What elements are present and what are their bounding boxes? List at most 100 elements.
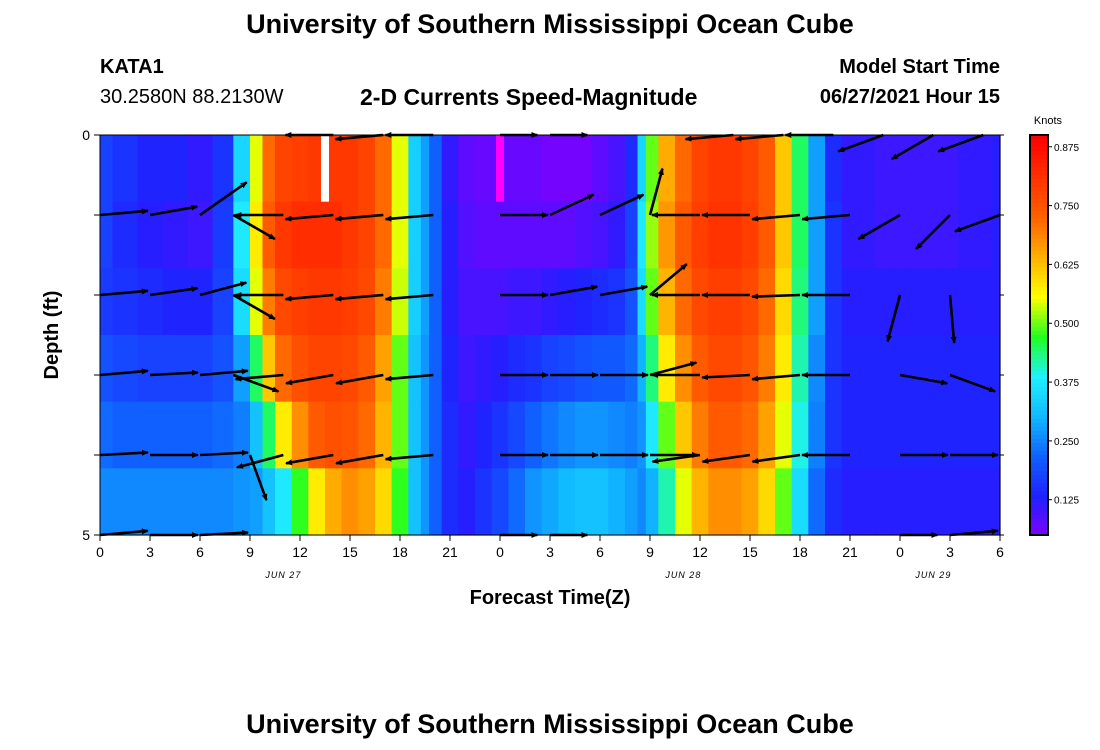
heatmap-cell [808, 135, 826, 203]
colorbar-segment [1030, 459, 1048, 464]
heatmap-cell [325, 201, 343, 269]
current-vector-arrow [648, 167, 664, 216]
heatmap-cell [575, 268, 593, 336]
colorbar-segment [1030, 471, 1048, 476]
heatmap-cell [525, 135, 543, 203]
colorbar-segment [1030, 411, 1048, 416]
heatmap-cell [925, 268, 943, 336]
colorbar-tick-label: 0.375 [1054, 378, 1079, 389]
x-tick-label: 9 [646, 544, 654, 560]
heatmap-cell [708, 135, 726, 203]
colorbar-segment [1030, 191, 1048, 196]
heatmap-cell [637, 401, 647, 469]
heatmap-cell [137, 335, 164, 403]
heatmap-cell [187, 135, 214, 203]
heatmap-cell [250, 135, 264, 203]
current-vector-arrow [599, 284, 649, 297]
current-vector-arrow [99, 288, 149, 297]
heatmap-cell [808, 335, 826, 403]
heatmap-cell [358, 401, 376, 469]
heatmap-cell [591, 135, 609, 203]
colorbar-segment [1030, 379, 1048, 384]
heatmap-cell [908, 468, 926, 536]
heatmap-cell [525, 401, 543, 469]
heatmap-cell [791, 401, 809, 469]
heatmap-cell [420, 268, 430, 336]
heatmap-cell [591, 401, 609, 469]
colorbar-segment [1030, 211, 1048, 216]
colorbar-segment [1030, 443, 1048, 448]
colorbar-tick-label: 0.625 [1054, 260, 1079, 271]
heatmap-cell [658, 468, 676, 536]
heatmap-cell [262, 401, 276, 469]
heatmap-cell [308, 268, 326, 336]
heatmap-cell [458, 268, 476, 336]
heatmap-cell [308, 335, 326, 403]
heatmap-cell [429, 135, 443, 203]
heatmap-cell [758, 468, 776, 536]
heatmap-cell [875, 335, 893, 403]
heatmap-cell [941, 401, 959, 469]
heatmap-cell [858, 401, 876, 469]
heatmap-cell [408, 401, 422, 469]
current-vector-arrow [937, 133, 984, 153]
current-vector-arrow [890, 133, 934, 161]
heatmap-cell [975, 135, 993, 203]
heatmap-cell [391, 201, 409, 269]
heatmap-cell [925, 335, 943, 403]
heatmap-cell [975, 401, 993, 469]
heatmap-cell [625, 201, 639, 269]
current-vector-arrow [857, 213, 901, 241]
colorbar-segment [1030, 419, 1048, 424]
heatmap-cell [958, 135, 976, 203]
colorbar-segment [1030, 503, 1048, 508]
current-vector-arrow [599, 193, 645, 217]
heatmap-cell [791, 201, 809, 269]
current-vector-arrow [285, 453, 334, 466]
colorbar-tick-label: 0.750 [1054, 202, 1079, 213]
heatmap-cell [325, 468, 343, 536]
heatmap-cell [250, 201, 264, 269]
heatmap-cell [975, 468, 993, 536]
colorbar-segment [1030, 523, 1048, 528]
heatmap-cell [708, 268, 726, 336]
model-start-label: Model Start Time [839, 56, 1000, 78]
heatmap-cell [525, 201, 543, 269]
heatmap-cell [491, 201, 509, 269]
heatmap-cell [691, 201, 709, 269]
heatmap-cell [391, 401, 409, 469]
heatmap-cell [875, 201, 893, 269]
heatmap-cell [475, 335, 493, 403]
colorbar-segment [1030, 451, 1048, 456]
heatmap-cell [645, 135, 659, 203]
colorbar-segment [1030, 387, 1048, 392]
heatmap-cell [375, 201, 393, 269]
colorbar-segment [1030, 355, 1048, 360]
colorbar-segment [1030, 275, 1048, 280]
heatmap-cell [591, 201, 609, 269]
heatmap-cell [825, 335, 843, 403]
current-vector-arrow [949, 528, 999, 537]
heatmap-cell [508, 401, 526, 469]
heatmap-cell [358, 468, 376, 536]
heatmap-cell [991, 201, 1001, 269]
heatmap-cell [625, 335, 639, 403]
colorbar-segment [1030, 203, 1048, 208]
heatmap-cell [775, 268, 793, 336]
colorbar-segment [1030, 251, 1048, 256]
heatmap-cell [250, 468, 264, 536]
colorbar-segment [1030, 331, 1048, 336]
heatmap-cell [508, 201, 526, 269]
heatmap-cell [250, 401, 264, 469]
colorbar-segment [1030, 499, 1048, 504]
heatmap-cell [525, 335, 543, 403]
heatmap-cell [825, 135, 843, 203]
colorbar-segment [1030, 295, 1048, 300]
heatmap-cell [675, 401, 693, 469]
heatmap-cell [658, 335, 676, 403]
heatmap-cell [575, 335, 593, 403]
heatmap-cell [608, 468, 626, 536]
current-vector-arrow [99, 208, 149, 217]
colorbar-segment [1030, 175, 1048, 180]
current-vector-arrow [949, 373, 997, 393]
